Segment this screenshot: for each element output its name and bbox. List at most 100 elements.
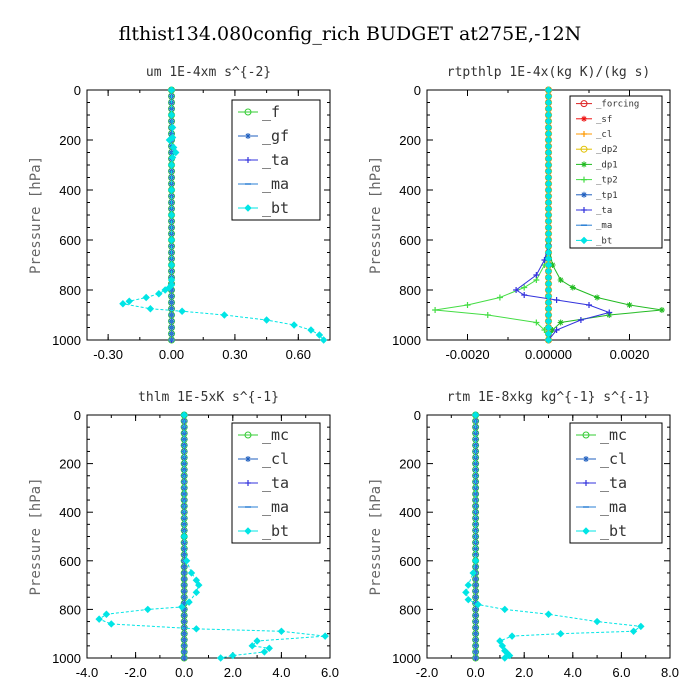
- data-point: [629, 627, 638, 635]
- legend-label: _ma: [262, 175, 289, 193]
- data-point: [505, 651, 514, 660]
- legend-swatch-marker: [581, 161, 587, 168]
- legend-swatch-marker: [581, 176, 587, 183]
- y-tick-label: 800: [59, 283, 81, 298]
- legend-swatch-marker: [245, 157, 251, 163]
- data-point: [178, 603, 186, 611]
- data-point: [321, 632, 329, 640]
- data-point: [557, 277, 564, 283]
- legend-label: _ta: [596, 206, 612, 216]
- legend-label: _cl: [596, 130, 612, 140]
- legend-swatch-marker: [581, 207, 587, 213]
- legend-label: _tp1: [596, 191, 618, 201]
- data-point: [464, 581, 473, 589]
- data-point: [172, 148, 180, 157]
- data-point: [260, 648, 269, 656]
- data-point: [544, 610, 553, 618]
- data-point: [187, 569, 196, 577]
- legend: _mc _cl _ta _ma _bt: [231, 422, 321, 544]
- legend-swatch-marker: [245, 133, 251, 139]
- data-point: [319, 336, 328, 344]
- legend-label: _ma: [262, 498, 289, 516]
- data-point: [262, 316, 271, 324]
- data-point: [544, 336, 553, 344]
- panel-1: um 1E-4xm s^{-2} Pressure [hPa] 0 200 400 600…: [28, 65, 331, 362]
- y-tick-label: 0: [74, 83, 81, 98]
- legend-label: _dp1: [596, 160, 618, 170]
- y-tick-label: 600: [59, 233, 81, 248]
- y-tick-label: 200: [399, 133, 421, 148]
- y-tick-label: 600: [59, 554, 81, 569]
- data-point: [155, 290, 163, 298]
- legend-label: _ta: [262, 151, 289, 169]
- legend-swatch-marker: [583, 480, 589, 486]
- data-point: [125, 297, 133, 305]
- x-tick-label: 2.0: [515, 665, 533, 680]
- panel-title: rtpthlp 1E-4x(kg K)/(kg s): [447, 65, 651, 80]
- legend-label: _ta: [600, 474, 627, 492]
- x-tick-label: -4.0: [76, 665, 98, 680]
- legend-box: [569, 95, 663, 249]
- panel-2: rtpthlp 1E-4x(kg K)/(kg s) Pressure [hPa]…: [368, 65, 671, 362]
- data-point: [471, 557, 480, 565]
- data-point: [533, 319, 540, 326]
- data-point: [496, 637, 504, 645]
- data-point: [521, 284, 528, 291]
- legend-label: _gf: [262, 127, 289, 145]
- data-point: [168, 153, 177, 162]
- legend-swatch-marker: [245, 480, 251, 486]
- data-point: [180, 532, 188, 541]
- data-point: [553, 297, 560, 303]
- x-tick-label: 2.0: [224, 665, 242, 680]
- y-tick-label: 0: [74, 408, 81, 423]
- series-line: [515, 90, 611, 341]
- data-point: [107, 620, 116, 628]
- legend: _f _gf _ta _ma _bt: [231, 99, 321, 221]
- panel-4: rtm 1E-8xkg kg^{-1} s^{-1} Pressure [hPa]…: [368, 390, 679, 680]
- legend-label: _bt: [596, 236, 612, 246]
- legend-swatch-marker: [244, 527, 252, 535]
- x-tick-label: 4.0: [564, 665, 582, 680]
- data-point: [593, 617, 601, 626]
- data-point: [501, 605, 509, 614]
- x-tick-label: -0.30: [93, 347, 123, 362]
- y-tick-label: 600: [399, 233, 421, 248]
- y-axis-label: Pressure [hPa]: [28, 156, 44, 274]
- x-tick-label: 0.60: [286, 347, 311, 362]
- legend-label: _cl: [600, 450, 627, 468]
- y-tick-label: 800: [59, 602, 81, 617]
- legend: _mc _cl _ta _ma _bt: [569, 422, 663, 544]
- x-tick-label: 0.00: [159, 347, 184, 362]
- y-axis-label: Pressure [hPa]: [28, 477, 44, 595]
- data-point: [167, 161, 176, 169]
- data-point: [586, 302, 592, 308]
- legend-label: _cl: [262, 450, 289, 468]
- data-point: [146, 305, 155, 313]
- data-point: [501, 654, 509, 662]
- y-tick-label: 200: [399, 457, 421, 472]
- data-point: [469, 569, 477, 577]
- x-tick-label: 6.0: [612, 665, 630, 680]
- data-point: [464, 302, 471, 308]
- data-point: [606, 309, 613, 316]
- x-tick-label: -0.0020: [445, 347, 489, 362]
- y-tick-label: 1000: [392, 333, 421, 348]
- y-tick-label: 400: [59, 505, 81, 520]
- series-line: [435, 90, 549, 341]
- x-tick-label: 6.0: [321, 665, 339, 680]
- data-point: [513, 287, 520, 293]
- data-point: [167, 86, 176, 94]
- y-tick-label: 400: [399, 505, 421, 520]
- series-bt: [544, 86, 553, 344]
- data-point: [220, 311, 229, 319]
- data-point: [185, 598, 193, 606]
- legend-swatch-marker: [580, 236, 588, 245]
- data-point: [471, 411, 480, 419]
- data-point: [167, 111, 176, 119]
- y-tick-label: 0: [414, 83, 421, 98]
- data-point: [533, 272, 540, 278]
- series-ta: [513, 87, 613, 343]
- legend-swatch-marker: [580, 100, 588, 108]
- data-point: [229, 651, 237, 660]
